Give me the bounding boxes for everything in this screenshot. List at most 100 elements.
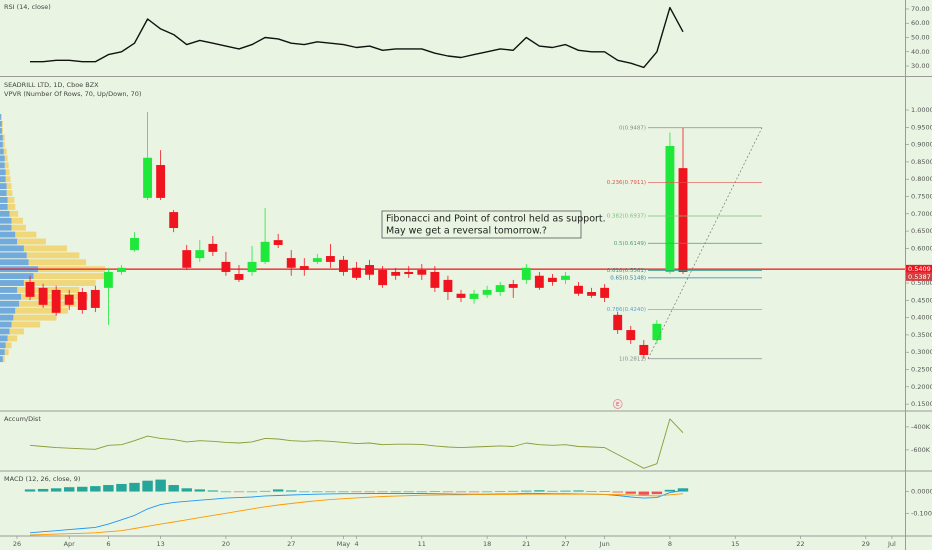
candle-body bbox=[325, 256, 335, 262]
vpvr-down bbox=[7, 203, 16, 210]
candle-body bbox=[665, 145, 675, 272]
candle-body bbox=[103, 271, 113, 288]
macd-histogram bbox=[573, 490, 584, 492]
candle-body bbox=[208, 243, 218, 252]
vpvr-up bbox=[0, 273, 34, 280]
vpvr-up bbox=[0, 356, 3, 363]
macd-histogram bbox=[338, 491, 349, 493]
macd-histogram bbox=[429, 491, 441, 492]
vpvr-up bbox=[0, 293, 22, 300]
fib-label: 0(0.9487) bbox=[619, 125, 646, 131]
vpvr-title: VPVR (Number Of Rows, 70, Up/Down, 70) bbox=[4, 90, 141, 98]
vpvr-down bbox=[4, 155, 8, 162]
ad-title: Accum/Dist bbox=[4, 415, 41, 423]
candle-body bbox=[352, 267, 361, 278]
y-tick-label: 0.3000 bbox=[911, 348, 932, 356]
candle-body bbox=[64, 294, 74, 305]
macd-histogram bbox=[664, 489, 676, 492]
macd-histogram bbox=[599, 491, 610, 492]
macd-histogram bbox=[612, 491, 623, 493]
x-tick-label: 11 bbox=[418, 540, 426, 548]
candle-body bbox=[391, 271, 401, 276]
macd-histogram bbox=[390, 491, 401, 493]
x-tick-label: 6 bbox=[106, 540, 110, 548]
event-label: E bbox=[616, 402, 620, 408]
candle-body bbox=[652, 323, 662, 341]
x-tick-label: 22 bbox=[796, 540, 804, 548]
y-tick-label: 0.8000 bbox=[911, 175, 932, 183]
macd-histogram bbox=[24, 489, 36, 492]
macd-histogram bbox=[534, 490, 545, 492]
candle-body bbox=[221, 261, 231, 272]
x-tick-label: May bbox=[337, 540, 351, 548]
macd-histogram bbox=[299, 491, 310, 493]
candle-body bbox=[417, 269, 427, 275]
y-tick-label: 0.4000 bbox=[911, 314, 932, 322]
price-label: 0.5409 bbox=[908, 265, 931, 273]
vpvr-down bbox=[13, 314, 57, 321]
vpvr-down bbox=[9, 328, 24, 335]
x-tick-label: 20 bbox=[222, 540, 230, 548]
indicator-line bbox=[30, 6, 684, 69]
candle-body bbox=[77, 292, 87, 311]
x-tick-label: Jun bbox=[599, 540, 610, 548]
vpvr-up bbox=[0, 141, 3, 148]
rsi-title: RSI (14, close) bbox=[4, 3, 51, 11]
macd-histogram bbox=[129, 482, 140, 492]
vpvr-up bbox=[0, 176, 6, 183]
vpvr-up bbox=[0, 217, 12, 224]
vpvr-down bbox=[5, 176, 11, 183]
candle-body bbox=[521, 267, 531, 280]
candle-body bbox=[613, 314, 623, 331]
y-tick-label: 50.00 bbox=[911, 34, 930, 42]
y-tick-label: 0.3500 bbox=[911, 331, 932, 339]
candle-body bbox=[286, 258, 296, 268]
macd-histogram bbox=[416, 491, 428, 493]
candle-body bbox=[508, 284, 518, 288]
macd-histogram bbox=[325, 491, 336, 493]
vpvr-down bbox=[11, 224, 26, 231]
y-tick-label: 0.1500 bbox=[911, 400, 932, 408]
y-tick-label: -600K bbox=[911, 446, 931, 454]
vpvr-down bbox=[23, 280, 96, 286]
annotation-line: May we get a reversal tomorrow.? bbox=[386, 226, 547, 237]
vpvr-up bbox=[0, 307, 16, 314]
fib-label: 0.618(0.5361) bbox=[607, 268, 646, 274]
vpvr-up bbox=[0, 238, 18, 245]
macd-histogram bbox=[547, 490, 558, 492]
candle-body bbox=[169, 212, 179, 228]
macd-histogram bbox=[455, 491, 467, 493]
macd-histogram bbox=[207, 490, 219, 492]
y-tick-label: -400K bbox=[911, 423, 931, 431]
vpvr-up bbox=[0, 210, 10, 217]
vpvr-up bbox=[0, 162, 5, 169]
candle-body bbox=[143, 157, 153, 198]
vpvr-down bbox=[23, 245, 67, 252]
vpvr-up bbox=[0, 286, 18, 293]
vpvr-down bbox=[3, 148, 7, 155]
candle-body bbox=[117, 267, 126, 272]
vpvr-down bbox=[33, 273, 111, 280]
candle-body bbox=[639, 344, 649, 355]
macd-histogram bbox=[442, 491, 454, 493]
candle-body bbox=[247, 261, 257, 272]
macd-title: MACD (12, 26, close, 9) bbox=[4, 475, 80, 483]
x-tick-label: 18 bbox=[483, 540, 491, 548]
macd-histogram bbox=[142, 480, 153, 492]
candle-body bbox=[156, 165, 166, 198]
macd-histogram bbox=[312, 491, 323, 493]
vpvr-down bbox=[6, 190, 13, 197]
vpvr-down bbox=[17, 286, 80, 293]
vpvr-up bbox=[0, 300, 20, 307]
y-tick-label: 40.00 bbox=[911, 48, 930, 56]
vpvr-up bbox=[0, 183, 7, 190]
vpvr-up bbox=[0, 328, 10, 335]
fib-label: 0.5(0.6149) bbox=[614, 241, 646, 247]
y-tick-label: 0.7000 bbox=[911, 210, 932, 218]
x-tick-label: 4 bbox=[354, 540, 358, 548]
y-tick-label: 1.0000 bbox=[911, 106, 932, 114]
candle-body bbox=[273, 240, 283, 245]
annotation-box bbox=[381, 210, 582, 239]
candle-body bbox=[339, 259, 348, 272]
